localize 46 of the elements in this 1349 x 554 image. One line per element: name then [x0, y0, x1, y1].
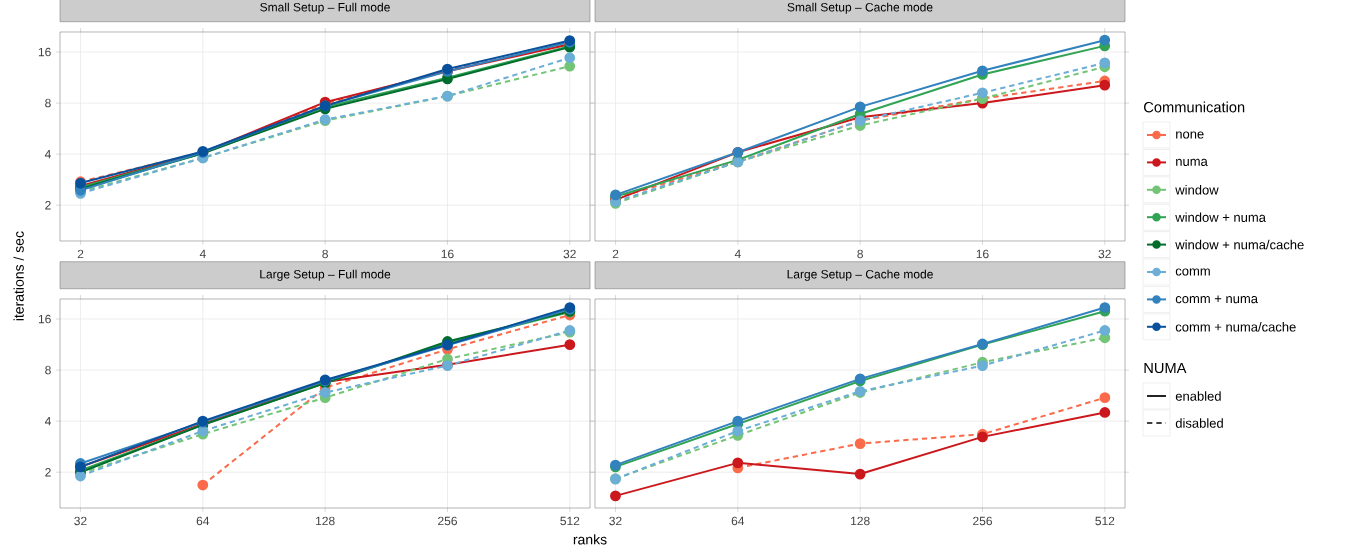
chart-title: Large Setup – Full mode — [260, 269, 391, 281]
x-tick-label: 4 — [199, 249, 206, 258]
y-tick-label: 2 — [45, 201, 51, 210]
x-tick-label: 8 — [857, 249, 863, 259]
x-tick-label: 256 — [973, 516, 992, 526]
legend-label: window — [1175, 185, 1219, 195]
text: enabled — [1175, 391, 1221, 401]
x-tick-label: 64 — [196, 516, 210, 526]
x-tick-label: 16 — [976, 249, 989, 259]
chart-title: Small Setup – Cache mode — [787, 2, 933, 14]
y-tick-label: 8 — [45, 98, 51, 108]
x-tick-label: 4 — [734, 249, 741, 258]
legend-label: window + numa/cache — [1175, 239, 1304, 250]
legend-title: Communication — [1144, 101, 1245, 113]
legend-label: numa — [1176, 158, 1208, 166]
legend-label: window + numa — [1175, 212, 1266, 222]
y-tick-label: 4 — [44, 417, 51, 426]
x-tick-label: 16 — [441, 249, 454, 259]
y-tick-label: 8 — [45, 365, 51, 375]
x-tick-label: 256 — [438, 516, 457, 526]
legend-label: comm + numa/cache — [1175, 322, 1296, 332]
x-tick-label: 32 — [609, 516, 622, 526]
chart-title: Small Setup – Full mode — [260, 2, 390, 14]
legend-label: comm + numa — [1175, 295, 1258, 304]
x-tick-label: 2 — [77, 249, 84, 259]
y-tick-label: 16 — [38, 314, 51, 324]
x-tick-label: 32 — [563, 249, 576, 259]
y-tick-label: 4 — [44, 150, 51, 159]
legend-label: none — [1176, 131, 1204, 139]
x-tick-label: 512 — [560, 516, 580, 526]
y-tick-label: 2 — [45, 468, 51, 477]
x-tick-label: 8 — [322, 249, 328, 259]
x-tick-label: 32 — [74, 516, 87, 526]
legend-label: comm — [1175, 268, 1210, 276]
y-tick-label: 16 — [38, 47, 51, 57]
x-tick-label: 128 — [851, 516, 870, 526]
x-axis-title: ranks — [573, 534, 607, 545]
x-tick-label: 64 — [731, 516, 745, 526]
text: disabled — [1175, 418, 1223, 428]
x-tick-label: 128 — [316, 516, 335, 526]
chart-title: Large Setup – Cache mode — [787, 269, 933, 281]
x-tick-label: 512 — [1095, 516, 1115, 526]
x-tick-label: 2 — [612, 249, 619, 259]
text: NUMA — [1144, 362, 1187, 374]
x-tick-label: 32 — [1098, 249, 1111, 259]
y-axis-title: iterations / sec — [13, 231, 24, 321]
